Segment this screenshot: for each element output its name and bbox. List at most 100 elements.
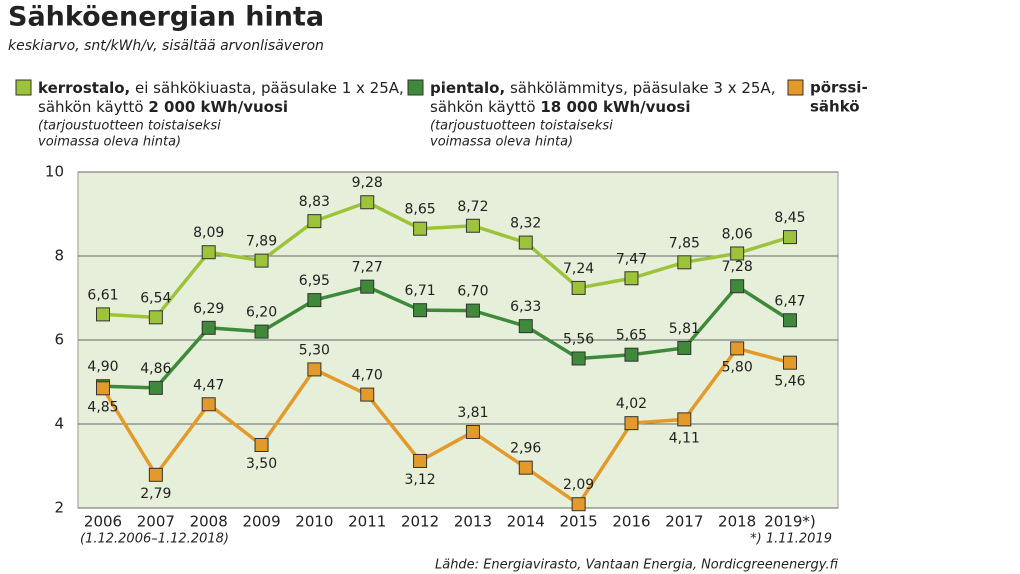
- legend-swatch: [15, 79, 32, 96]
- legend-note: voimassa oleva hinta): [430, 135, 573, 150]
- value-label: 7,28: [722, 259, 753, 275]
- data-point: [148, 310, 163, 325]
- data-point: [677, 340, 692, 355]
- x-tick-label: 2008: [190, 513, 228, 531]
- value-label: 4,86: [140, 361, 171, 377]
- value-label: 9,28: [352, 175, 383, 191]
- data-point: [518, 319, 533, 334]
- data-point: [783, 313, 797, 328]
- value-label: 7,27: [352, 260, 383, 276]
- data-point: [571, 280, 586, 295]
- data-point: [571, 497, 586, 512]
- value-label: 6,47: [774, 293, 805, 309]
- data-point: [413, 453, 428, 468]
- data-point: [96, 381, 110, 396]
- x-tick-label: 2010: [295, 513, 333, 531]
- value-label: 8,32: [510, 216, 541, 232]
- data-point: [730, 279, 745, 294]
- value-label: 2,09: [563, 477, 594, 493]
- value-label: 5,46: [774, 374, 805, 390]
- data-point: [360, 387, 375, 402]
- value-label: 5,56: [563, 331, 594, 347]
- y-tick-label: 2: [54, 499, 64, 517]
- y-tick-label: 10: [45, 163, 64, 181]
- chart-title: Sähköenergian hinta: [8, 2, 324, 33]
- data-point: [307, 214, 322, 229]
- data-point: [624, 271, 639, 286]
- data-point: [783, 230, 797, 245]
- data-point: [254, 324, 269, 339]
- data-point: [360, 279, 375, 294]
- data-point: [201, 245, 216, 260]
- x-tick-label: 2009: [242, 513, 280, 531]
- x-tick-label: 2016: [612, 513, 650, 531]
- y-tick-label: 4: [54, 415, 64, 433]
- source: Lähde: Energiavirasto, Vantaan Energia, …: [435, 558, 839, 573]
- data-point: [360, 195, 375, 210]
- data-point: [783, 355, 797, 370]
- data-point: [148, 467, 163, 482]
- data-point: [465, 218, 480, 233]
- value-label: 8,06: [722, 226, 753, 242]
- data-point: [518, 460, 533, 475]
- data-point: [677, 255, 692, 270]
- legend-label: pientalo, sähkölämmitys, pääsulake 3 x 2…: [430, 79, 775, 97]
- value-label: 5,30: [299, 342, 330, 358]
- y-tick-label: 6: [54, 331, 64, 349]
- legend-label: sähkön käyttö 2 000 kWh/vuosi: [38, 98, 288, 116]
- value-label: 7,85: [669, 235, 700, 251]
- legend-swatch: [787, 79, 804, 96]
- value-label: 6,95: [299, 273, 330, 289]
- data-point: [413, 303, 428, 318]
- value-label: 6,70: [457, 284, 488, 300]
- chart-subtitle: keskiarvo, snt/kWh/v, sisältää arvonlisä…: [8, 38, 324, 54]
- legend-note: (tarjoustuotteen toistaiseksi: [38, 119, 221, 134]
- data-point: [624, 416, 639, 431]
- series-line: [101, 346, 791, 507]
- value-label: 6,20: [246, 305, 277, 321]
- data-point: [413, 221, 428, 236]
- data-point: [307, 362, 322, 377]
- legend-swatch: [407, 79, 424, 96]
- data-point: [465, 303, 480, 318]
- value-label: 8,83: [299, 194, 330, 210]
- legend-usage: sähkön käyttö: [38, 98, 144, 116]
- footnote: *) 1.11.2019: [750, 532, 832, 547]
- legend-name: kerrostalo,: [38, 79, 130, 97]
- x-tick-label: 2018: [718, 513, 756, 531]
- value-label: 6,54: [140, 290, 171, 306]
- x-tick-label: 2012: [401, 513, 439, 531]
- x-tick-label: 2007: [137, 513, 175, 531]
- x-tick-label: 2019*): [764, 513, 816, 531]
- data-point: [730, 341, 745, 356]
- value-label: 5,81: [669, 321, 700, 337]
- data-point: [465, 424, 480, 439]
- value-label: 8,72: [457, 199, 488, 215]
- data-point: [96, 307, 110, 322]
- legend-label: kerrostalo, ei sähkökiuasta, pääsulake 1…: [38, 79, 404, 97]
- legend-label: sähkön käyttö 18 000 kWh/vuosi: [430, 98, 690, 116]
- value-label: 4,85: [87, 399, 118, 415]
- value-label: 7,89: [246, 234, 277, 250]
- value-label: 4,11: [669, 430, 700, 446]
- x-tick-label: 2014: [507, 513, 545, 531]
- value-label: 2,96: [510, 441, 541, 457]
- data-point: [730, 246, 745, 261]
- data-point: [254, 253, 269, 268]
- value-label: 4,70: [352, 368, 383, 384]
- value-label: 5,80: [722, 359, 753, 375]
- data-point: [518, 235, 533, 250]
- data-point: [571, 351, 586, 366]
- value-label: 3,12: [404, 472, 435, 488]
- legend-note: (tarjoustuotteen toistaiseksi: [430, 119, 613, 134]
- value-label: 3,81: [457, 405, 488, 421]
- x-tick-label: 2013: [454, 513, 492, 531]
- legend-label: sähkö: [810, 98, 860, 116]
- value-label: 4,02: [616, 396, 647, 412]
- x-tick-label: 2017: [665, 513, 703, 531]
- data-point: [201, 397, 216, 412]
- x-tick-label: 2011: [348, 513, 386, 531]
- value-label: 2,79: [140, 486, 171, 502]
- legend-usage-value: 18 000 kWh/vuosi: [540, 98, 690, 116]
- data-point: [148, 380, 163, 395]
